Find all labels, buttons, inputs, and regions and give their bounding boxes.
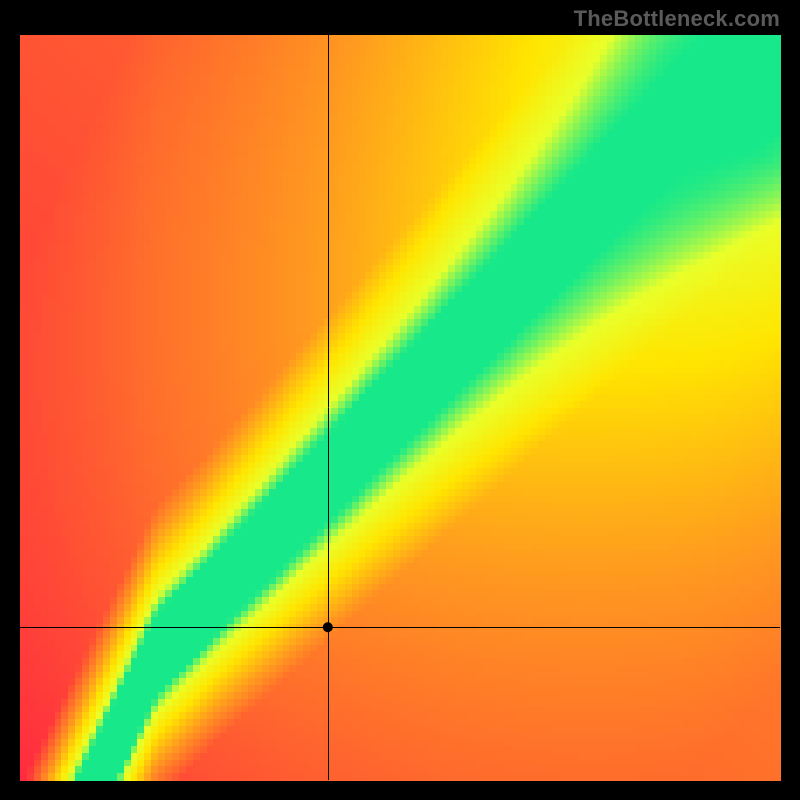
- watermark-text: TheBottleneck.com: [574, 6, 780, 32]
- bottleneck-heatmap-canvas: [0, 0, 800, 800]
- chart-container: TheBottleneck.com: [0, 0, 800, 800]
